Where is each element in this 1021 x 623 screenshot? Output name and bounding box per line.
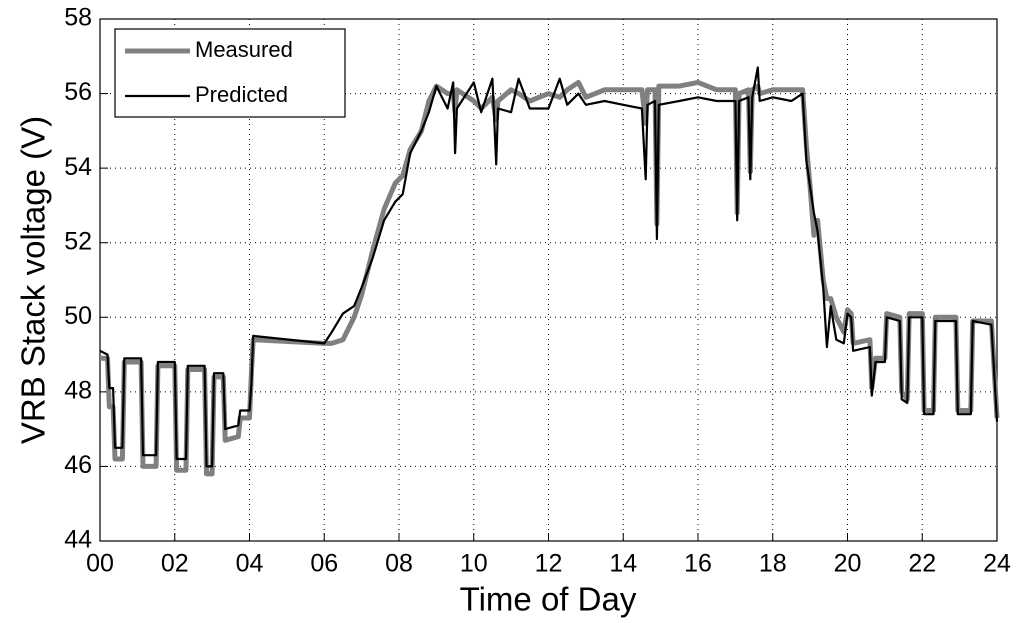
x-tick-label: 20 [834, 550, 862, 578]
plot-frame [99, 18, 998, 542]
x-tick-label: 12 [535, 550, 563, 578]
x-tick-label: 24 [983, 550, 1011, 578]
y-tick-label: 58 [64, 4, 92, 32]
y-tick-label: 48 [64, 376, 92, 404]
data-line [99, 66, 999, 468]
x-tick-label: 16 [684, 550, 712, 578]
x-tick-label: 08 [385, 550, 413, 578]
x-tick-label: 04 [236, 550, 264, 578]
x-tick-label: 22 [908, 550, 936, 578]
x-tick-label: 18 [759, 550, 787, 578]
legend-label: Predicted [195, 82, 288, 107]
y-tick-label: 56 [64, 78, 92, 106]
x-tick-label: 06 [310, 550, 338, 578]
y-axis-label: VRB Stack voltage (V) [15, 116, 52, 444]
y-tick-label: 44 [64, 526, 92, 554]
y-tick-label: 52 [64, 227, 92, 255]
y-tick-label: 46 [64, 451, 92, 479]
x-tick-label: 00 [86, 550, 114, 578]
legend-box [114, 28, 346, 118]
x-tick-label: 10 [460, 550, 488, 578]
y-tick-label: 54 [64, 153, 92, 181]
data-line [100, 79, 1000, 477]
x-tick-label: 14 [609, 550, 637, 578]
legend-label: Measured [195, 37, 293, 62]
y-tick-label: 50 [64, 302, 92, 330]
x-axis-label: Time of Day [460, 581, 637, 618]
x-tick-label: 02 [161, 550, 189, 578]
